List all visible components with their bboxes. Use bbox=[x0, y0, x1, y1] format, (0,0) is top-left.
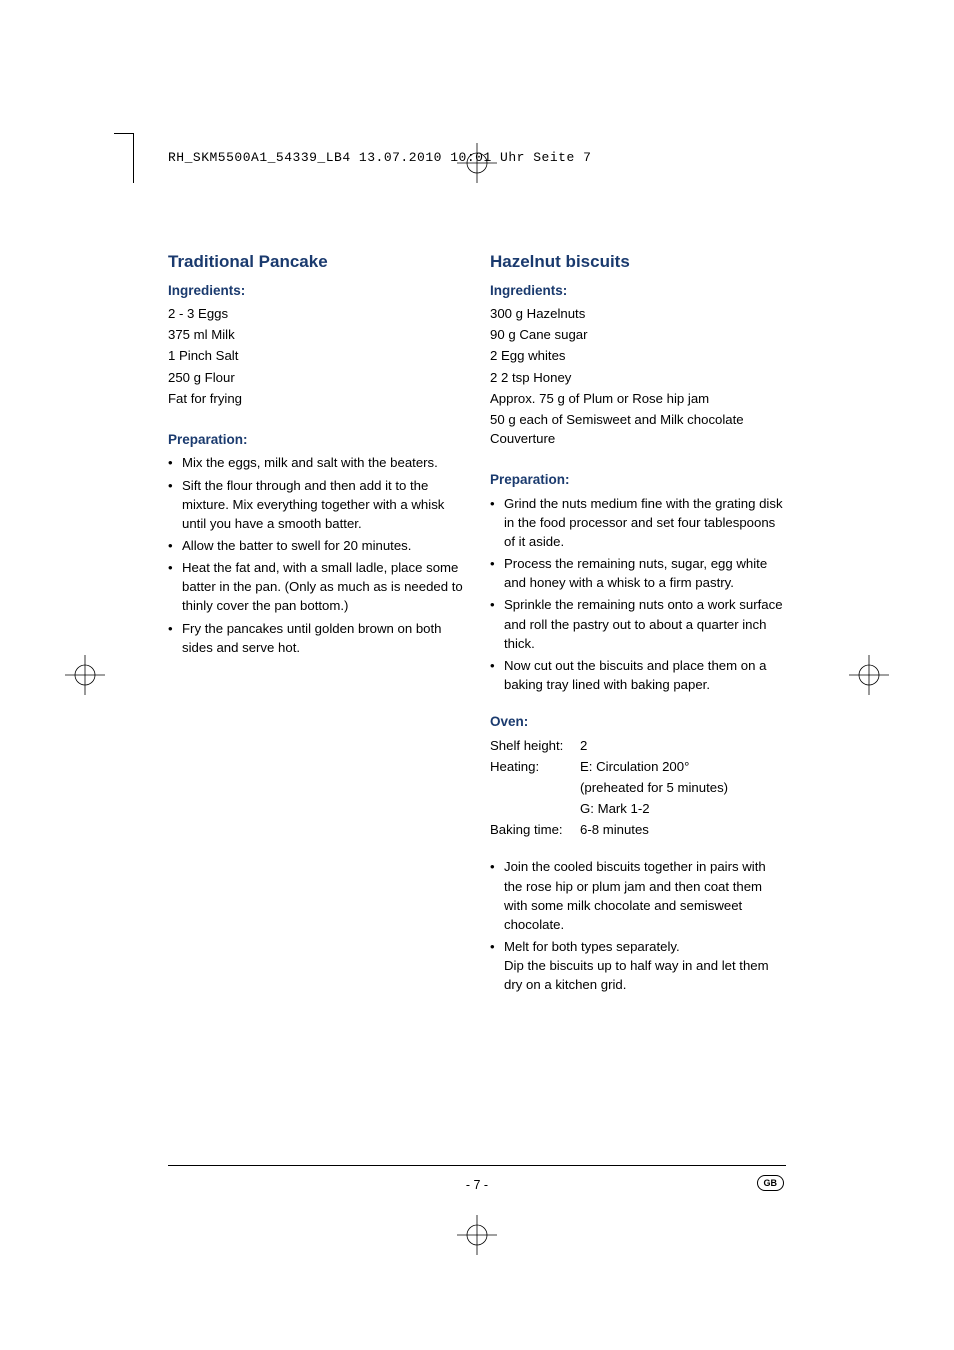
oven-row: G: Mark 1-2 bbox=[490, 799, 786, 818]
ingredients-list: 300 g Hazelnuts 90 g Cane sugar 2 Egg whit… bbox=[490, 304, 786, 448]
print-header: RH_SKM5500A1_54339_LB4 13.07.2010 10:01 … bbox=[168, 150, 591, 165]
recipe-title: Traditional Pancake bbox=[168, 250, 464, 275]
oven-label: Heating: bbox=[490, 757, 580, 776]
oven-heading: Oven: bbox=[490, 712, 786, 732]
oven-value: (preheated for 5 minutes) bbox=[580, 778, 786, 797]
ingredient-item: 250 g Flour bbox=[168, 368, 464, 387]
language-badge: GB bbox=[757, 1175, 785, 1191]
preparation-list: Grind the nuts medium fine with the grat… bbox=[490, 494, 786, 694]
preparation-heading: Preparation: bbox=[490, 470, 786, 490]
ingredient-item: 1 Pinch Salt bbox=[168, 346, 464, 365]
oven-value: 6-8 minutes bbox=[580, 820, 786, 839]
registration-mark-icon bbox=[457, 143, 497, 183]
oven-label bbox=[490, 778, 580, 797]
oven-row: (preheated for 5 minutes) bbox=[490, 778, 786, 797]
preparation-step: Sift the flour through and then add it t… bbox=[168, 476, 464, 533]
oven-value: G: Mark 1-2 bbox=[580, 799, 786, 818]
preparation-list: Mix the eggs, milk and salt with the bea… bbox=[168, 453, 464, 656]
preparation-heading: Preparation: bbox=[168, 430, 464, 450]
preparation-step: Now cut out the biscuits and place them … bbox=[490, 656, 786, 694]
ingredient-item: 2 Egg whites bbox=[490, 346, 786, 365]
oven-row: Heating:E: Circulation 200° bbox=[490, 757, 786, 776]
preparation-step: Mix the eggs, milk and salt with the bea… bbox=[168, 453, 464, 472]
ingredient-item: Fat for frying bbox=[168, 389, 464, 408]
oven-value: E: Circulation 200° bbox=[580, 757, 786, 776]
ingredients-heading: Ingredients: bbox=[490, 281, 786, 301]
preparation-step: Grind the nuts medium fine with the grat… bbox=[490, 494, 786, 551]
preparation-step: Fry the pancakes until golden brown on b… bbox=[168, 619, 464, 657]
oven-row: Shelf height:2 bbox=[490, 736, 786, 755]
oven-value: 2 bbox=[580, 736, 786, 755]
footer-rule bbox=[168, 1165, 786, 1166]
post-steps-list: Join the cooled biscuits together in pai… bbox=[490, 857, 786, 994]
registration-mark-icon bbox=[457, 1215, 497, 1255]
preparation-step: Process the remaining nuts, sugar, egg w… bbox=[490, 554, 786, 592]
oven-label: Shelf height: bbox=[490, 736, 580, 755]
oven-label: Baking time: bbox=[490, 820, 580, 839]
oven-label bbox=[490, 799, 580, 818]
preparation-step: Sprinkle the remaining nuts onto a work … bbox=[490, 595, 786, 652]
ingredients-heading: Ingredients: bbox=[168, 281, 464, 301]
oven-row: Baking time:6-8 minutes bbox=[490, 820, 786, 839]
ingredient-item: 375 ml Milk bbox=[168, 325, 464, 344]
post-step: Melt for both types separately. Dip the … bbox=[490, 937, 786, 994]
content-columns: Traditional Pancake Ingredients: 2 - 3 E… bbox=[168, 250, 786, 1012]
ingredients-list: 2 - 3 Eggs 375 ml Milk 1 Pinch Salt 250 g F… bbox=[168, 304, 464, 408]
page-number: - 7 - bbox=[0, 1178, 954, 1192]
post-step: Join the cooled biscuits together in pai… bbox=[490, 857, 786, 934]
ingredient-item: 50 g each of Semisweet and Milk chocolat… bbox=[490, 410, 786, 448]
right-column: Hazelnut biscuits Ingredients: 300 g Haz… bbox=[490, 250, 786, 1012]
ingredient-item: 2 2 tsp Honey bbox=[490, 368, 786, 387]
registration-mark-icon bbox=[849, 655, 889, 695]
left-column: Traditional Pancake Ingredients: 2 - 3 E… bbox=[168, 250, 464, 1012]
ingredient-item: Approx. 75 g of Plum or Rose hip jam bbox=[490, 389, 786, 408]
ingredient-item: 2 - 3 Eggs bbox=[168, 304, 464, 323]
recipe-title: Hazelnut biscuits bbox=[490, 250, 786, 275]
crop-mark bbox=[133, 133, 153, 183]
registration-mark-icon bbox=[65, 655, 105, 695]
preparation-step: Allow the batter to swell for 20 minutes… bbox=[168, 536, 464, 555]
ingredient-item: 90 g Cane sugar bbox=[490, 325, 786, 344]
preparation-step: Heat the fat and, with a small ladle, pl… bbox=[168, 558, 464, 615]
ingredient-item: 300 g Hazelnuts bbox=[490, 304, 786, 323]
oven-table: Shelf height:2Heating:E: Circulation 200… bbox=[490, 736, 786, 840]
